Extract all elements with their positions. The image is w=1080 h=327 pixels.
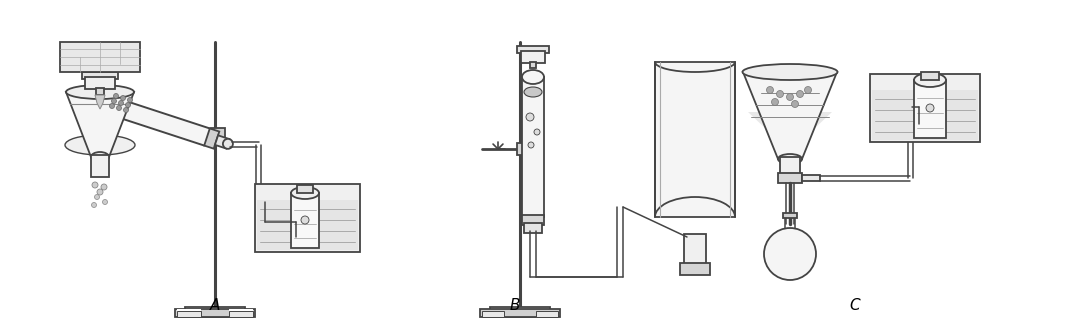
- Circle shape: [97, 189, 103, 195]
- Circle shape: [117, 106, 121, 111]
- Circle shape: [119, 100, 123, 106]
- Bar: [524, 223, 542, 233]
- Circle shape: [103, 199, 108, 204]
- Polygon shape: [97, 94, 210, 146]
- Bar: [522, 77, 544, 217]
- Polygon shape: [743, 72, 837, 159]
- Ellipse shape: [522, 70, 544, 84]
- Bar: [921, 72, 939, 80]
- Circle shape: [222, 139, 233, 149]
- Ellipse shape: [66, 85, 134, 99]
- Circle shape: [792, 100, 798, 108]
- Bar: [175, 309, 255, 317]
- Circle shape: [764, 228, 816, 280]
- Circle shape: [127, 97, 133, 102]
- Bar: [530, 62, 536, 68]
- Bar: [257, 200, 357, 250]
- Polygon shape: [66, 92, 134, 157]
- Bar: [297, 185, 313, 193]
- Bar: [85, 77, 114, 89]
- Circle shape: [92, 182, 98, 188]
- Circle shape: [111, 98, 117, 104]
- Circle shape: [526, 113, 534, 121]
- Circle shape: [92, 202, 96, 208]
- Polygon shape: [748, 112, 832, 144]
- Text: A: A: [210, 298, 220, 313]
- Ellipse shape: [914, 73, 946, 87]
- Circle shape: [771, 98, 779, 106]
- Bar: [229, 309, 253, 317]
- Bar: [778, 173, 802, 183]
- Circle shape: [301, 216, 309, 224]
- Circle shape: [91, 93, 109, 111]
- Bar: [870, 74, 980, 142]
- Ellipse shape: [778, 154, 802, 164]
- Bar: [480, 309, 561, 317]
- Bar: [185, 307, 245, 317]
- Bar: [684, 234, 706, 269]
- Circle shape: [113, 94, 119, 98]
- Bar: [177, 309, 201, 317]
- Polygon shape: [215, 135, 229, 148]
- Bar: [482, 311, 504, 317]
- Text: B: B: [510, 298, 521, 313]
- Ellipse shape: [524, 87, 542, 97]
- Bar: [802, 175, 820, 181]
- Circle shape: [109, 104, 114, 109]
- Circle shape: [767, 87, 773, 94]
- Bar: [229, 311, 253, 317]
- Circle shape: [777, 91, 783, 97]
- Circle shape: [121, 95, 125, 100]
- Polygon shape: [70, 104, 130, 147]
- Bar: [654, 62, 735, 217]
- Circle shape: [123, 108, 129, 112]
- Ellipse shape: [65, 135, 135, 155]
- Bar: [82, 72, 118, 79]
- Circle shape: [95, 195, 99, 199]
- Circle shape: [528, 142, 534, 148]
- Bar: [211, 128, 225, 140]
- Circle shape: [102, 184, 107, 190]
- Circle shape: [786, 94, 794, 100]
- Circle shape: [797, 91, 804, 97]
- Bar: [680, 263, 710, 275]
- Polygon shape: [95, 95, 105, 109]
- Circle shape: [534, 129, 540, 135]
- Bar: [521, 51, 545, 63]
- Polygon shape: [204, 129, 219, 149]
- Bar: [872, 90, 978, 140]
- Ellipse shape: [743, 64, 837, 80]
- Circle shape: [125, 102, 131, 108]
- Bar: [522, 215, 544, 225]
- Ellipse shape: [91, 152, 109, 162]
- Bar: [291, 193, 319, 248]
- Bar: [490, 307, 550, 317]
- Bar: [783, 213, 797, 218]
- Bar: [177, 311, 201, 317]
- Bar: [255, 184, 360, 252]
- Circle shape: [926, 104, 934, 112]
- Bar: [96, 88, 104, 95]
- Text: C: C: [850, 298, 861, 313]
- Bar: [60, 42, 140, 72]
- Bar: [914, 80, 946, 138]
- Bar: [780, 157, 800, 177]
- Ellipse shape: [291, 187, 319, 199]
- Bar: [517, 143, 531, 155]
- Bar: [536, 311, 558, 317]
- Circle shape: [805, 87, 811, 94]
- Bar: [91, 155, 109, 177]
- Bar: [517, 46, 549, 53]
